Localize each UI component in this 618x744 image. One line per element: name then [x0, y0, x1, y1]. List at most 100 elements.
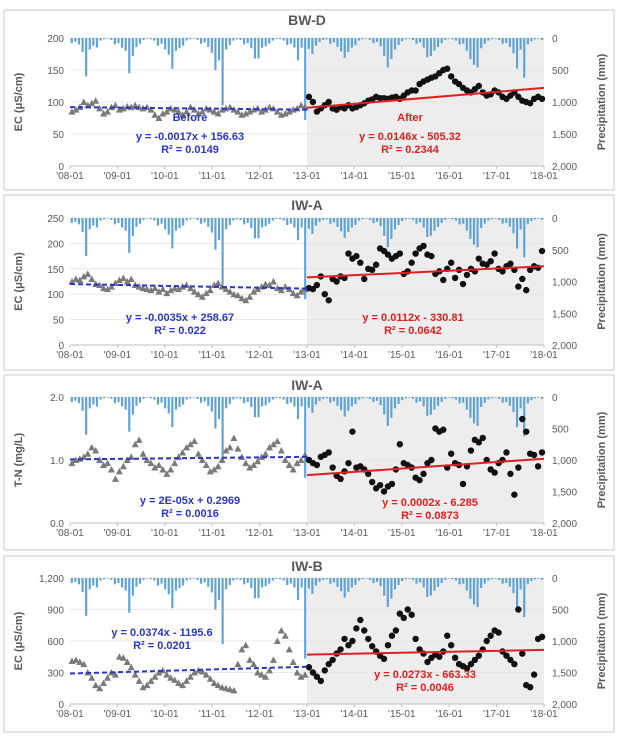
before-marker: [80, 98, 88, 105]
before-equation: y = 0.0374x - 1195.6: [111, 627, 212, 639]
precipitation-bar: [340, 578, 343, 592]
precipitation-bar: [512, 38, 515, 54]
precipitation-bar: [372, 218, 375, 224]
precipitation-bar: [124, 578, 127, 591]
precipitation-bar: [419, 38, 422, 43]
precipitation-bar: [232, 397, 235, 400]
precipitation-bar: [307, 38, 310, 49]
precipitation-bar: [365, 578, 368, 579]
precipitation-bar: [74, 218, 77, 222]
precipitation-bar: [138, 38, 142, 44]
precipitation-bar: [429, 218, 432, 236]
after-marker: [416, 646, 423, 653]
precipitation-bar: [214, 38, 217, 70]
after-marker: [365, 470, 372, 478]
after-marker: [329, 464, 336, 471]
precipitation-bar: [404, 397, 407, 399]
before-marker: [301, 103, 309, 111]
precipitation-bar: [307, 578, 310, 589]
precipitation-bar: [541, 397, 544, 399]
precipitation-bar: [149, 218, 152, 220]
after-marker: [376, 482, 384, 489]
precipitation-bar: [110, 38, 113, 40]
precipitation-bar: [357, 218, 361, 221]
precipitation-bar: [289, 38, 292, 44]
precipitation-bar: [429, 397, 432, 415]
precipitation-bar: [192, 578, 195, 579]
precipitation-bar: [214, 397, 217, 429]
before-r2: R² = 0.0016: [161, 508, 219, 520]
precipitation-bar: [357, 38, 361, 41]
after-marker: [519, 275, 526, 283]
precipitation-bar: [146, 38, 149, 39]
precip-tick-label: 500: [552, 606, 569, 617]
precipitation-bar: [286, 38, 289, 46]
precipitation-bar: [472, 397, 476, 424]
precipitation-bar: [92, 397, 95, 405]
before-marker: [214, 681, 222, 689]
before-marker: [254, 457, 262, 465]
precipitation-bar: [103, 578, 106, 580]
precipitation-bar: [81, 218, 84, 232]
precipitation-bar: [257, 578, 260, 599]
precipitation-bar: [124, 38, 127, 51]
precip-axis-label: Precipitation (mm): [596, 592, 608, 689]
before-marker: [269, 440, 277, 448]
before-marker: [265, 443, 273, 451]
x-tick-label: '08-01: [56, 528, 84, 539]
precipitation-bar: [401, 218, 404, 222]
precipitation-bar: [286, 578, 289, 585]
before-marker: [254, 669, 262, 676]
precipitation-bar: [271, 578, 274, 581]
x-tick-label: '11-01: [199, 709, 226, 720]
precipitation-bar: [124, 218, 127, 231]
precipitation-bar: [110, 397, 113, 399]
precipitation-bar: [232, 218, 235, 221]
before-marker: [289, 658, 297, 665]
precipitation-bar: [530, 397, 533, 401]
precipitation-bar: [397, 218, 400, 225]
after-marker: [333, 278, 340, 285]
precipitation-bar: [289, 218, 292, 224]
x-tick-label: '11-01: [199, 528, 226, 539]
y-tick-label: 300: [47, 669, 64, 680]
before-marker: [234, 108, 242, 115]
y-tick-label: 0: [58, 162, 64, 173]
precipitation-bar: [261, 38, 264, 48]
precipitation-bar: [494, 218, 497, 219]
precipitation-bar: [354, 38, 357, 46]
precipitation-bar: [174, 38, 178, 51]
before-marker: [123, 658, 131, 665]
before-marker: [179, 111, 187, 118]
precipitation-bar: [397, 397, 400, 404]
precipitation-bar: [444, 38, 447, 40]
precipitation-bar: [300, 578, 303, 588]
after-marker: [325, 98, 332, 106]
precipitation-bar: [81, 578, 84, 592]
precipitation-bar: [476, 397, 479, 426]
after-marker: [400, 614, 407, 622]
precipitation-bar: [530, 218, 533, 222]
precipitation-bar: [433, 397, 436, 410]
precipitation-bar: [264, 38, 267, 47]
precipitation-bar: [411, 218, 415, 220]
precipitation-bar: [444, 578, 447, 580]
before-marker: [210, 679, 218, 686]
precipitation-bar: [304, 578, 307, 659]
x-tick-label: '16-01: [435, 528, 463, 539]
before-marker: [238, 645, 246, 653]
before-marker: [119, 104, 127, 112]
before-marker: [143, 285, 151, 293]
before-marker: [72, 275, 80, 282]
before-marker: [186, 284, 194, 292]
precipitation-bar: [268, 578, 271, 584]
precipitation-bar: [88, 38, 91, 50]
precipitation-bar: [128, 578, 131, 613]
precipitation-bar: [483, 397, 486, 403]
after-marker: [483, 637, 490, 645]
precipitation-bar: [311, 218, 314, 234]
before-marker: [68, 278, 76, 285]
precipitation-bar: [444, 218, 447, 220]
precipitation-bar: [282, 218, 285, 221]
